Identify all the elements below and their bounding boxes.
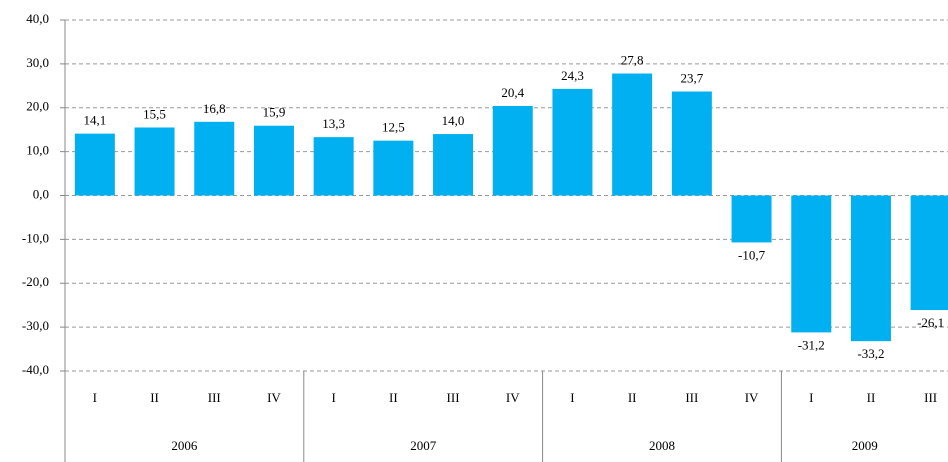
value-label: 14,0	[442, 113, 465, 128]
bar	[253, 125, 294, 196]
bar	[194, 121, 235, 196]
y-tick-label: -10,0	[22, 230, 49, 245]
bar	[671, 91, 712, 196]
value-label: 15,9	[263, 105, 286, 120]
bar	[612, 73, 653, 196]
value-label: 23,7	[680, 71, 703, 86]
y-tick-label: 40,0	[26, 11, 49, 26]
x-tick-label: II	[628, 390, 637, 405]
value-label: 16,8	[203, 101, 226, 116]
bar	[134, 127, 175, 196]
bar	[850, 195, 891, 342]
y-tick-label: -40,0	[22, 362, 49, 377]
x-tick-label: I	[331, 390, 335, 405]
y-tick-label: -30,0	[22, 318, 49, 333]
value-label: -26,1	[917, 315, 944, 330]
x-tick-label: I	[93, 390, 97, 405]
x-tick-label: IV	[267, 390, 281, 405]
bar	[373, 140, 414, 196]
value-label: 24,3	[561, 68, 584, 83]
bar	[910, 195, 948, 311]
y-tick-label: -20,0	[22, 274, 49, 289]
bar	[492, 105, 533, 196]
bar	[552, 88, 593, 196]
value-label: 20,4	[501, 85, 524, 100]
y-tick-label: 30,0	[26, 55, 49, 70]
bar	[791, 195, 832, 333]
value-label: 15,5	[143, 106, 166, 121]
value-label: 14,1	[83, 113, 106, 128]
x-tick-label: III	[685, 390, 698, 405]
x-tick-label: II	[389, 390, 398, 405]
y-tick-label: 10,0	[26, 143, 49, 158]
group-label: 2006	[171, 438, 198, 453]
x-tick-label: III	[447, 390, 460, 405]
value-label: -31,2	[798, 337, 825, 352]
x-tick-label: IV	[506, 390, 520, 405]
x-tick-label: III	[924, 390, 937, 405]
x-tick-label: III	[208, 390, 221, 405]
y-tick-label: 20,0	[26, 99, 49, 114]
value-label: 13,3	[322, 116, 345, 131]
bar	[731, 195, 772, 243]
x-tick-label: II	[150, 390, 159, 405]
x-tick-label: I	[809, 390, 813, 405]
y-tick-label: 0,0	[33, 186, 49, 201]
value-label: -10,7	[738, 247, 766, 262]
bar	[433, 134, 474, 196]
group-label: 2009	[852, 438, 878, 453]
bar	[74, 133, 115, 196]
group-label: 2008	[649, 438, 675, 453]
group-label: 2007	[410, 438, 437, 453]
x-tick-label: IV	[745, 390, 759, 405]
value-label: 12,5	[382, 120, 405, 135]
x-tick-label: I	[570, 390, 574, 405]
x-tick-label: II	[867, 390, 876, 405]
value-label: 27,8	[621, 53, 644, 68]
bar	[313, 137, 354, 196]
value-label: -33,2	[857, 346, 884, 361]
